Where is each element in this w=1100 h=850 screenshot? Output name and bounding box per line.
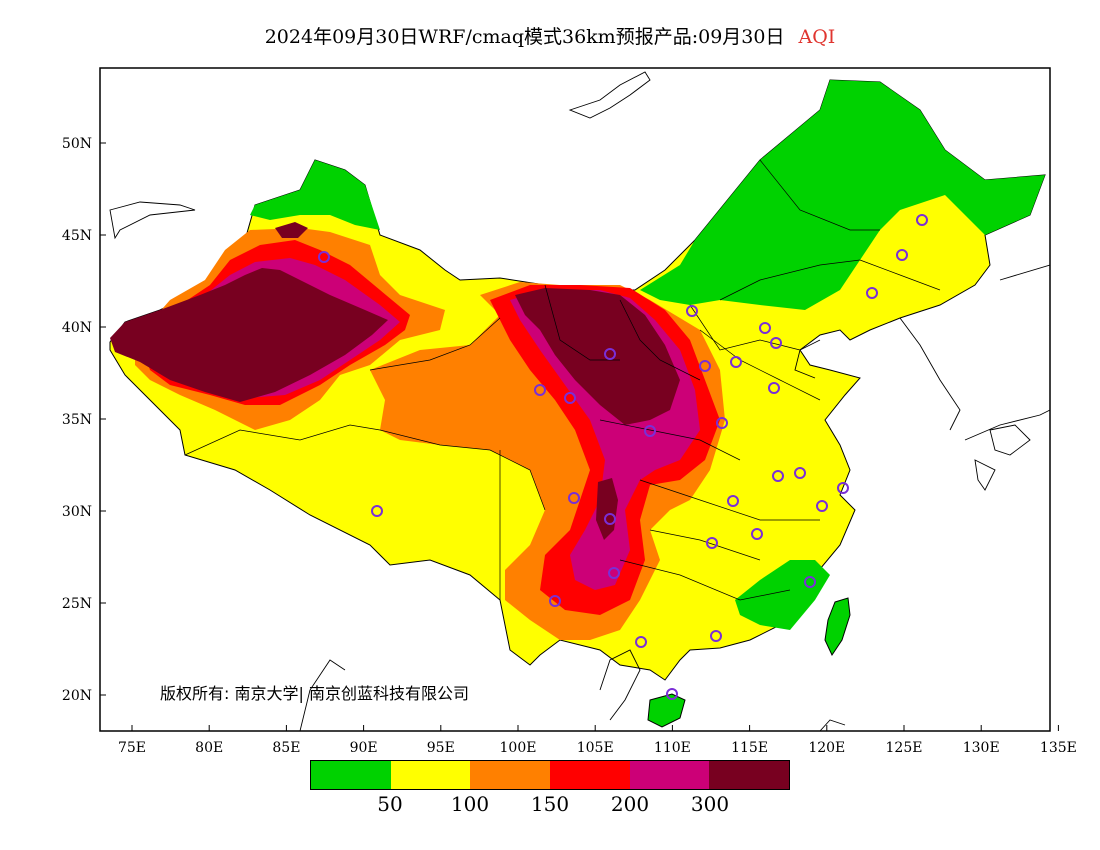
station-marker (534, 384, 546, 396)
y-tick-label: 40N (62, 320, 92, 336)
station-marker (564, 392, 576, 404)
y-tick-label: 30N (62, 504, 92, 520)
y-tick-label: 45N (62, 228, 92, 244)
aqi-level-green-hainan (647, 693, 686, 728)
x-tick-label: 120E (808, 740, 845, 756)
legend-swatch-red (550, 761, 630, 789)
map-title: 2024年09月30日WRF/cmaq模式36km预报产品:09月30日 AQI (0, 22, 1100, 49)
station-marker (706, 537, 718, 549)
station-marker (716, 417, 728, 429)
legend-label-200: 200 (610, 792, 650, 816)
station-marker (837, 482, 849, 494)
aqi-level-green-northeast (640, 80, 1045, 310)
y-tick-label: 20N (62, 688, 92, 704)
station-marker (608, 567, 620, 579)
legend-swatch-green (311, 761, 391, 789)
legend-label-50: 50 (377, 792, 403, 816)
coastlines-foreign (109, 71, 1050, 731)
station-marker (759, 322, 771, 334)
aqi-level-maroon-xinjiang (110, 268, 388, 402)
city-stations (318, 214, 928, 700)
x-tick-label: 105E (577, 740, 614, 756)
aqi-fill-layers (109, 79, 1046, 728)
station-marker (866, 287, 878, 299)
station-marker (604, 513, 616, 525)
legend-label-300: 300 (690, 792, 730, 816)
aqi-color-legend (310, 760, 790, 790)
station-marker (751, 528, 763, 540)
aqi-level-green-taiwan (824, 597, 851, 657)
station-marker (916, 214, 928, 226)
x-tick-label: 135E (1040, 740, 1077, 756)
copyright-text: 版权所有: 南京大学| 南京创蓝科技有限公司 (160, 684, 469, 703)
aqi-level-maroon-sichuan (596, 478, 618, 540)
province-boundaries (184, 159, 941, 601)
station-marker (772, 470, 784, 482)
station-marker (770, 337, 782, 349)
x-tick-label: 130E (963, 740, 1000, 756)
x-tick-label: 115E (731, 740, 768, 756)
x-tick-label: 85E (272, 740, 300, 756)
aqi-level-maroon-central (515, 288, 680, 425)
station-marker (318, 251, 330, 263)
legend-labels: 50 100 150 200 300 (0, 792, 1100, 820)
x-tick-label: 125E (886, 740, 923, 756)
y-tick-label: 50N (62, 136, 92, 152)
x-tick-label: 95E (427, 740, 455, 756)
title-variable: AQI (798, 26, 836, 48)
station-marker (804, 576, 816, 588)
station-marker (768, 382, 780, 394)
x-axis-ticks: 75E 80E 85E 90E 95E 100E 105E 110E 115E 120E 125E 1… (118, 725, 1077, 756)
legend-swatch-orange (470, 761, 551, 789)
y-tick-label: 35N (62, 412, 92, 428)
station-marker (666, 688, 678, 700)
station-marker (710, 630, 722, 642)
station-marker (699, 360, 711, 372)
y-axis-ticks: 50N 45N 40N 35N 30N 25N 20N (62, 136, 106, 704)
legend-label-150: 150 (530, 792, 570, 816)
station-marker (686, 305, 698, 317)
legend-swatch-magenta (629, 761, 710, 789)
aqi-level-green-northwest (250, 160, 380, 230)
legend-swatch-maroon (709, 761, 790, 789)
station-marker (604, 348, 616, 360)
station-marker (568, 492, 580, 504)
station-marker (644, 425, 656, 437)
x-tick-label: 110E (654, 740, 691, 756)
legend-swatch-yellow (390, 761, 471, 789)
station-marker (816, 500, 828, 512)
station-marker (794, 467, 806, 479)
station-marker (727, 495, 739, 507)
station-marker (635, 636, 647, 648)
aqi-level-maroon-north-xinjiang (275, 222, 308, 238)
x-tick-label: 75E (118, 740, 146, 756)
station-marker (549, 595, 561, 607)
station-marker (730, 356, 742, 368)
title-main: 2024年09月30日WRF/cmaq模式36km预报产品:09月30日 (264, 26, 785, 48)
y-tick-label: 25N (62, 596, 92, 612)
x-tick-label: 80E (195, 740, 223, 756)
x-tick-label: 90E (350, 740, 378, 756)
station-marker (896, 249, 908, 261)
station-marker (371, 505, 383, 517)
legend-label-100: 100 (450, 792, 490, 816)
x-tick-label: 100E (500, 740, 537, 756)
